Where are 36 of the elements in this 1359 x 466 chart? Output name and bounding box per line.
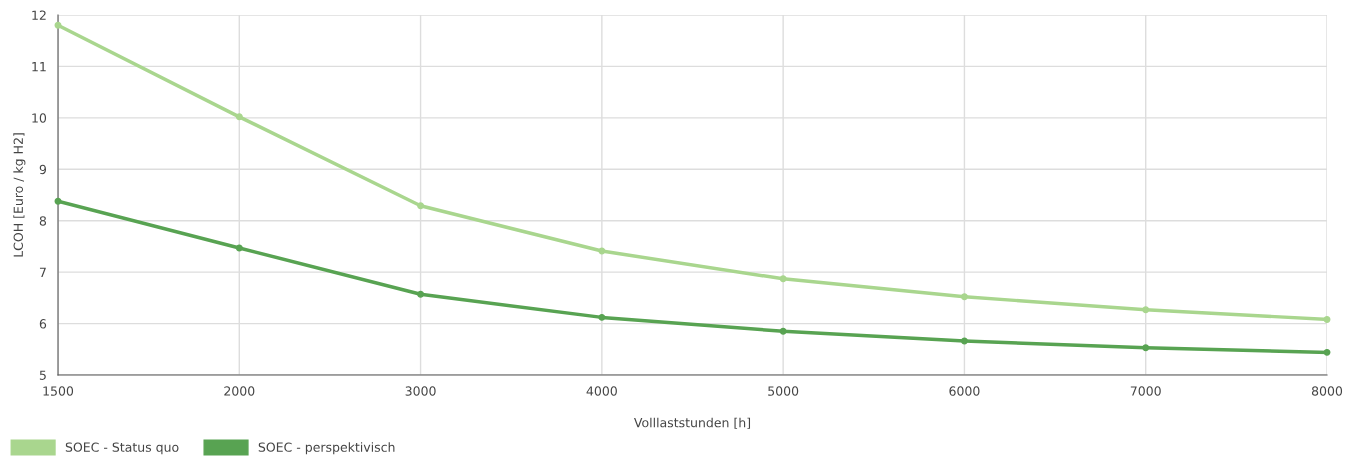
- point: [417, 202, 425, 210]
- point: [779, 327, 787, 335]
- x-tick-label: 2000: [224, 386, 255, 396]
- legend-label: SOEC - Status quo: [65, 442, 179, 455]
- x-tick-label: 6000: [949, 386, 980, 396]
- point: [960, 293, 968, 301]
- x-axis-title: Volllaststunden [h]: [634, 417, 751, 429]
- y-tick-label: 8: [39, 216, 47, 226]
- x-tick-label: 1500: [43, 386, 74, 396]
- point: [235, 113, 243, 121]
- y-tick-label: 12: [32, 10, 46, 20]
- y-tick-label: 6: [39, 319, 47, 329]
- point: [1142, 344, 1150, 352]
- point: [779, 275, 787, 283]
- point: [54, 197, 62, 205]
- point: [417, 290, 425, 298]
- y-tick-label: 10: [32, 113, 47, 123]
- y-axis-title: LCOH [Euro / kg H2]: [13, 133, 26, 257]
- point: [960, 337, 968, 345]
- y-tick-label: 9: [39, 164, 47, 175]
- x-tick-label: 3000: [405, 386, 436, 396]
- y-tick-label: 11: [32, 62, 46, 72]
- point: [235, 244, 243, 252]
- y-tick-label: 7: [39, 267, 46, 277]
- x-tick-label: 8000: [1311, 386, 1343, 396]
- legend-label: SOEC - perspektivisch: [258, 442, 395, 455]
- x-tick-label: 5000: [768, 386, 799, 396]
- x-tick-label: 4000: [586, 386, 617, 396]
- point: [1142, 306, 1150, 314]
- point: [54, 21, 62, 29]
- x-tick-label: 7000: [1130, 386, 1161, 396]
- point: [598, 247, 606, 255]
- point: [1323, 348, 1331, 356]
- y-tick-label: 5: [39, 370, 46, 380]
- point: [1323, 315, 1331, 323]
- point: [598, 313, 606, 321]
